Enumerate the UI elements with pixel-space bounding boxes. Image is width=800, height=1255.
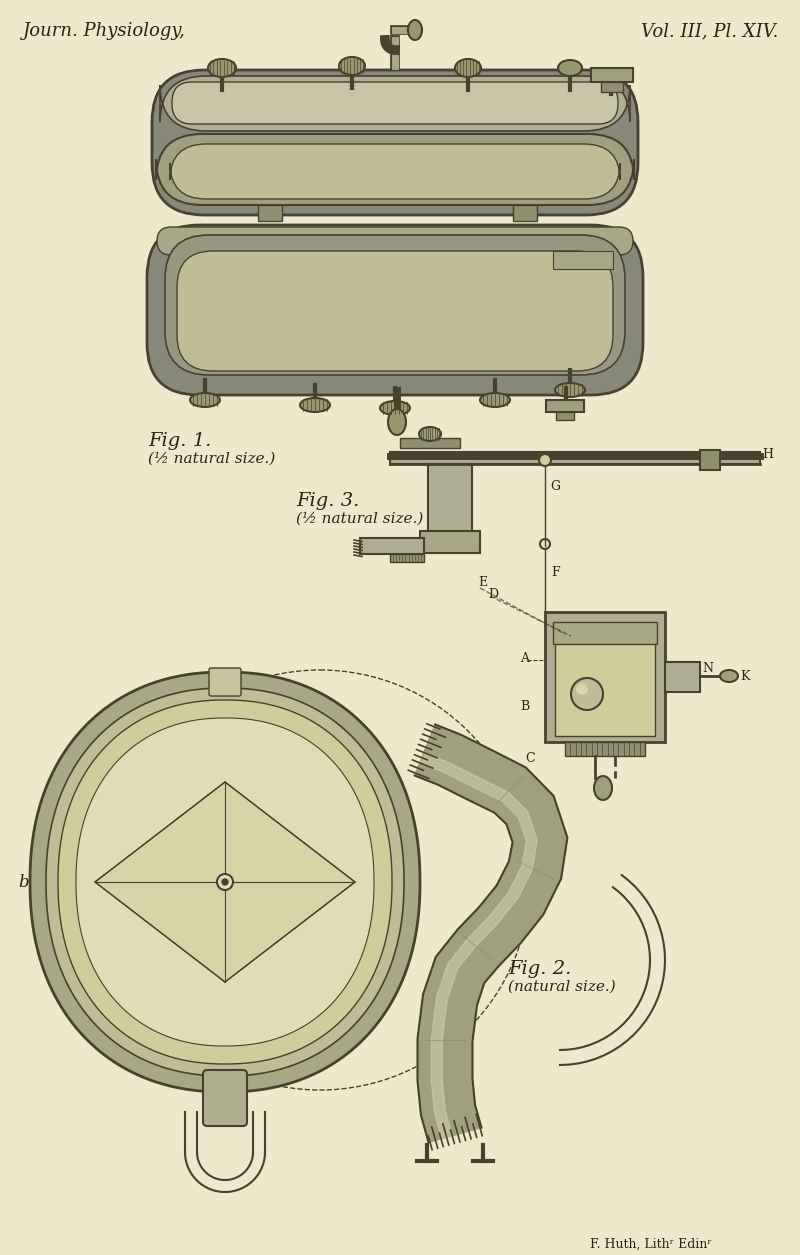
Polygon shape: [46, 688, 404, 1076]
Ellipse shape: [419, 427, 441, 441]
Text: F. Huth, Lithʳ Edinʳ: F. Huth, Lithʳ Edinʳ: [590, 1237, 712, 1251]
Text: H: H: [762, 448, 773, 461]
Text: (½ natural size.): (½ natural size.): [296, 512, 423, 526]
Text: B: B: [520, 700, 530, 713]
Polygon shape: [95, 782, 355, 981]
Ellipse shape: [408, 20, 422, 40]
Polygon shape: [76, 718, 374, 1045]
Text: N: N: [702, 661, 713, 675]
Polygon shape: [30, 671, 420, 1092]
Ellipse shape: [555, 383, 585, 397]
Bar: [601, 82, 623, 92]
Ellipse shape: [558, 60, 582, 77]
FancyBboxPatch shape: [209, 668, 241, 697]
Text: Journ. Physiology,: Journ. Physiology,: [22, 23, 185, 40]
Text: K: K: [740, 670, 750, 683]
FancyBboxPatch shape: [177, 251, 613, 371]
Text: (natural size.): (natural size.): [508, 980, 616, 994]
FancyBboxPatch shape: [152, 70, 638, 215]
Circle shape: [222, 878, 228, 885]
Bar: [390, 553, 424, 562]
Circle shape: [571, 678, 603, 710]
Ellipse shape: [300, 398, 330, 412]
Text: D: D: [488, 589, 498, 601]
FancyBboxPatch shape: [170, 144, 620, 200]
Circle shape: [217, 873, 233, 890]
Ellipse shape: [208, 59, 236, 77]
Bar: [400, 438, 460, 448]
FancyBboxPatch shape: [147, 225, 643, 395]
FancyBboxPatch shape: [160, 77, 630, 131]
Text: F: F: [548, 617, 557, 631]
Polygon shape: [58, 700, 392, 1064]
Ellipse shape: [339, 56, 365, 75]
Text: F: F: [551, 566, 560, 579]
Bar: [545, 612, 665, 742]
Bar: [390, 452, 760, 464]
Bar: [555, 643, 655, 735]
Bar: [556, 412, 574, 420]
Bar: [565, 742, 645, 756]
Ellipse shape: [190, 393, 220, 407]
Text: C: C: [525, 752, 534, 766]
Ellipse shape: [388, 409, 406, 435]
Text: G: G: [550, 479, 560, 493]
Ellipse shape: [720, 670, 738, 681]
Text: E: E: [478, 576, 487, 589]
FancyBboxPatch shape: [203, 1071, 247, 1126]
Bar: [428, 464, 472, 543]
Bar: [553, 251, 613, 269]
Text: Fig. 3.: Fig. 3.: [296, 492, 359, 510]
Text: Fig. 1.: Fig. 1.: [148, 432, 211, 451]
Bar: [591, 68, 633, 82]
Circle shape: [539, 454, 551, 466]
Text: L: L: [599, 778, 607, 791]
Bar: [513, 205, 537, 221]
Ellipse shape: [455, 59, 481, 77]
Bar: [258, 205, 282, 221]
Polygon shape: [420, 753, 538, 1138]
Ellipse shape: [380, 402, 410, 415]
Text: M: M: [589, 683, 602, 695]
Text: Vol. III, Pl. XIV.: Vol. III, Pl. XIV.: [641, 23, 778, 40]
FancyBboxPatch shape: [172, 82, 618, 124]
Bar: [700, 451, 720, 471]
Text: (½ natural size.): (½ natural size.): [148, 452, 275, 466]
FancyBboxPatch shape: [165, 235, 625, 375]
Polygon shape: [414, 724, 567, 1142]
Text: b: b: [18, 873, 29, 891]
Bar: [553, 622, 657, 644]
Text: a: a: [135, 880, 145, 896]
Bar: [360, 538, 424, 553]
Ellipse shape: [594, 776, 612, 799]
Bar: [546, 400, 584, 412]
FancyBboxPatch shape: [157, 227, 633, 255]
Text: A: A: [520, 653, 529, 665]
Circle shape: [576, 683, 588, 695]
Bar: [420, 531, 480, 553]
Bar: [665, 661, 700, 692]
FancyBboxPatch shape: [156, 134, 634, 205]
Text: c: c: [235, 880, 244, 896]
Ellipse shape: [480, 393, 510, 407]
Text: Fig. 2.: Fig. 2.: [508, 960, 571, 978]
